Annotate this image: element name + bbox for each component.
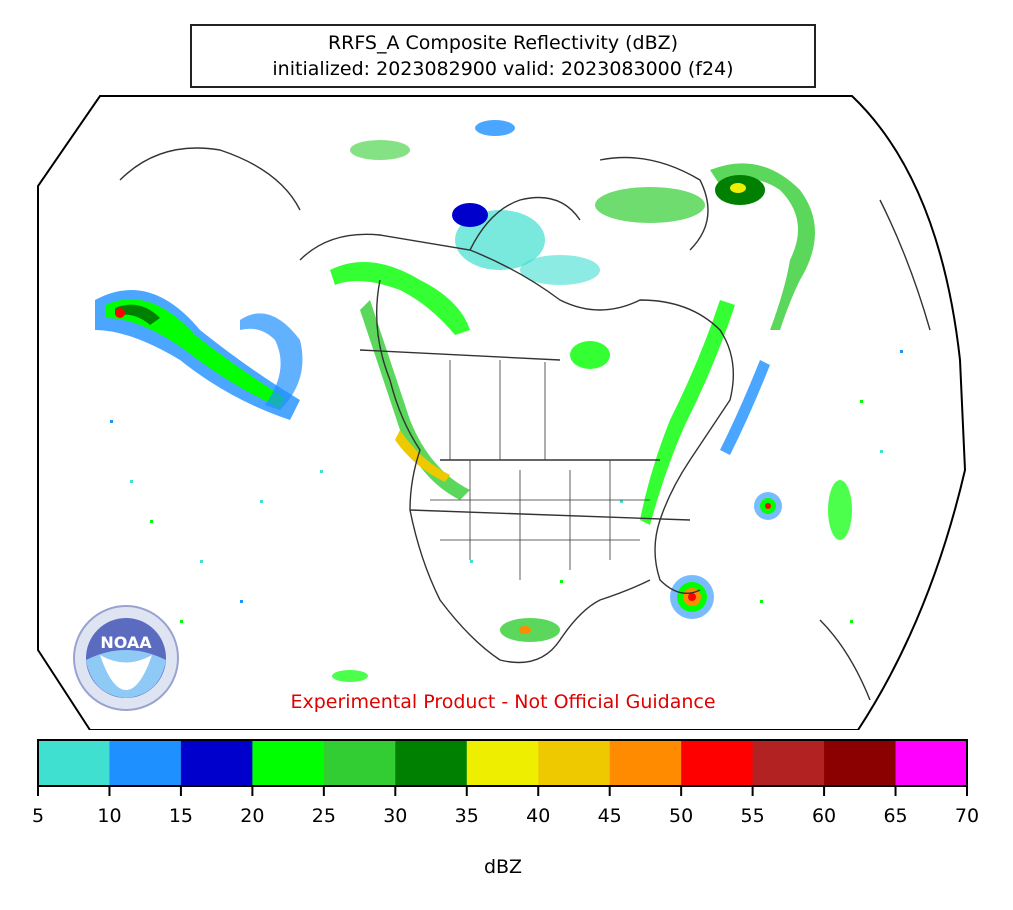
east-coast-front: [640, 300, 770, 525]
colorbar-tick-label: 55: [741, 805, 765, 827]
colorbar-swatch: [895, 740, 968, 786]
colorbar-swatch: [38, 740, 110, 786]
colorbar-swatch: [252, 740, 325, 786]
logo-text: NOAA: [100, 633, 152, 652]
map-background: [0, 0, 1013, 730]
north-atlantic-cyclone: [710, 163, 815, 330]
colorbar-swatch: [824, 740, 897, 786]
colorbar-swatch: [323, 740, 396, 786]
map-title: RRFS_A Composite Reflectivity (dBZ) init…: [190, 24, 816, 88]
colorbar-swatch: [681, 740, 754, 786]
colorbar-swatch: [752, 740, 825, 786]
colorbar-tick-label: 65: [883, 805, 907, 827]
colorbar-tick-label: 30: [383, 805, 407, 827]
colorbar-label: dBZ: [483, 856, 523, 878]
colorbar-tick-label: 45: [598, 805, 622, 827]
colorbar-tick-label: 5: [32, 805, 44, 827]
colorbar-tick-label: 20: [240, 805, 264, 827]
colorbar-swatch: [466, 740, 539, 786]
title-line-2: initialized: 2023082900 valid: 202308300…: [272, 58, 734, 80]
hurricane-franklin: [754, 492, 782, 520]
colorbar-tick-label: 35: [455, 805, 479, 827]
colorbar-tick-label: 15: [169, 805, 193, 827]
colorbar-swatches: [38, 740, 968, 786]
colorbar-tick-label: 25: [312, 805, 336, 827]
arctic-echoes: [350, 120, 705, 369]
colorbar-swatch: [538, 740, 611, 786]
colorbar: 5 10 15 20 25 30 35 40 45 50 55 60 65 70: [32, 739, 979, 827]
colorbar-frame: [37, 739, 968, 787]
coastal-rain-band: [330, 262, 470, 500]
colorbar-tick-label: 70: [955, 805, 979, 827]
mexico-convection: [332, 480, 852, 682]
colorbar-swatch: [609, 740, 682, 786]
hurricane-idalia: [670, 575, 714, 619]
map-frame: [37, 95, 967, 730]
title-line-1: RRFS_A Composite Reflectivity (dBZ): [327, 32, 679, 54]
noaa-logo: NOAA: [73, 605, 179, 711]
scattered-echoes: [110, 350, 903, 623]
coastlines: [119, 147, 931, 701]
pacific-storm-band: [95, 290, 303, 420]
colorbar-tick-label: 50: [669, 805, 693, 827]
colorbar-swatch: [109, 740, 182, 786]
colorbar-tick-label: 60: [812, 805, 836, 827]
colorbar-swatch: [395, 740, 468, 786]
colorbar-ticks: 5 10 15 20 25 30 35 40 45 50 55 60 65 70: [32, 786, 979, 827]
disclaimer-text: Experimental Product - Not Official Guid…: [290, 691, 716, 713]
colorbar-swatch: [180, 740, 253, 786]
reflectivity-map: NOAA: [0, 0, 1013, 730]
state-borders: [430, 360, 650, 580]
colorbar-tick-label: 40: [526, 805, 550, 827]
colorbar-tick-label: 10: [97, 805, 121, 827]
